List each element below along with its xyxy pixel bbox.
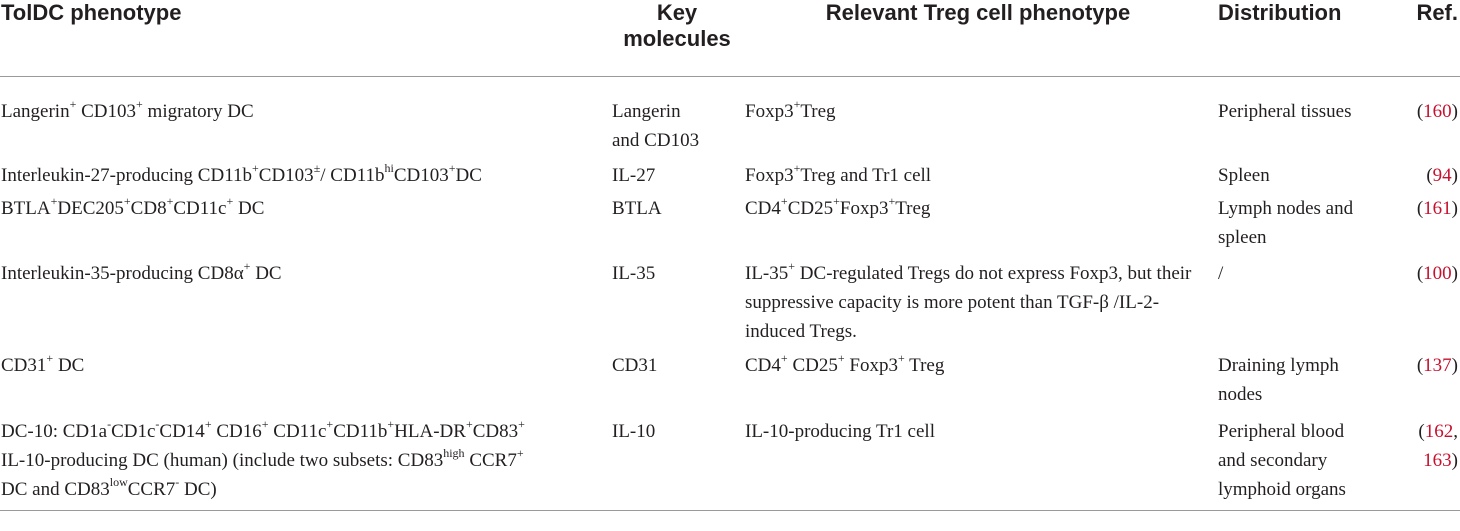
- cell-ref: (100): [1416, 262, 1458, 284]
- table-header: TolDC phenotype Key molecules Relevant Tr…: [0, 0, 1460, 77]
- cell-phenotype: Interleukin-27-producing CD11b+CD103±/ C…: [1, 161, 482, 186]
- cell-ref: (94): [1426, 164, 1458, 186]
- toldc-table: TolDC phenotype Key molecules Relevant Tr…: [0, 0, 1460, 511]
- ref-link[interactable]: 100: [1423, 262, 1452, 284]
- table-row: BTLA+DEC205+CD8+CD11c+ DC BTLA CD4+CD25+…: [0, 192, 1460, 257]
- table-row: Langerin+ CD103+ migratory DC Langerin an…: [0, 76, 1460, 155]
- ref-link[interactable]: 137: [1423, 354, 1452, 376]
- ref-link[interactable]: 161: [1423, 197, 1452, 219]
- table-row: DC-10: CD1a-CD1c-CD14+ CD16+ CD11c+CD11b…: [0, 416, 1460, 511]
- cell-distribution: Draining lymph nodes: [1218, 354, 1339, 405]
- cell-phenotype: Langerin+ CD103+ migratory DC: [1, 97, 254, 122]
- ref-link[interactable]: 94: [1432, 164, 1452, 186]
- cell-distribution: Spleen: [1218, 164, 1270, 186]
- ref-link[interactable]: 163: [1423, 449, 1452, 471]
- cell-distribution: /: [1218, 262, 1224, 284]
- cell-molecules: Langerin and CD103: [612, 100, 700, 151]
- cell-distribution: Peripheral tissues: [1218, 100, 1352, 122]
- cell-treg: Foxp3+Treg: [745, 97, 836, 122]
- ref-link[interactable]: 162: [1424, 420, 1454, 442]
- ref-link[interactable]: 160: [1423, 100, 1452, 122]
- cell-molecules: BTLA: [612, 197, 662, 219]
- cell-distribution: Lymph nodes and spleen: [1218, 197, 1354, 248]
- cell-treg: CD4+CD25+Foxp3+Treg: [745, 194, 931, 219]
- table-row: Interleukin-27-producing CD11b+CD103±/ C…: [0, 155, 1460, 192]
- header-distribution: Distribution: [1214, 0, 1402, 77]
- cell-phenotype: BTLA+DEC205+CD8+CD11c+ DC: [1, 194, 265, 219]
- cell-ref: (161): [1416, 197, 1458, 219]
- header-treg-phenotype: Relevant Treg cell phenotype: [742, 0, 1214, 77]
- cell-phenotype: Interleukin-35-producing CD8α+ DC: [1, 259, 282, 284]
- cell-ref: (160): [1416, 100, 1458, 122]
- cell-treg: IL-10-producing Tr1 cell: [742, 416, 1214, 511]
- cell-distribution: Peripheral blood and secondary lymphoid or…: [1214, 416, 1402, 511]
- cell-phenotype: CD31+ DC: [1, 351, 85, 376]
- header-key-molecules: Key molecules: [612, 0, 742, 77]
- cell-molecules: IL-27: [612, 164, 656, 186]
- cell-molecules: IL-35: [612, 262, 656, 284]
- cell-ref: (162, 163): [1402, 416, 1460, 511]
- cell-ref: (137): [1416, 354, 1458, 376]
- table-row: Interleukin-35-producing CD8α+ DC IL-35 …: [0, 257, 1460, 351]
- cell-molecules: CD31: [612, 354, 658, 376]
- cell-treg: CD4+ CD25+ Foxp3+ Treg: [745, 351, 945, 376]
- table-row: CD31+ DC CD31 CD4+ CD25+ Foxp3+ Treg Dra…: [0, 351, 1460, 417]
- header-toldc-phenotype: TolDC phenotype: [0, 0, 612, 77]
- cell-treg: Foxp3+Treg and Tr1 cell: [745, 161, 932, 186]
- header-ref: Ref.: [1402, 0, 1460, 77]
- cell-phenotype: DC-10: CD1a-CD1c-CD14+ CD16+ CD11c+CD11b…: [0, 416, 612, 511]
- cell-treg: IL-35+ DC-regulated Tregs do not express…: [745, 259, 1192, 342]
- cell-molecules: IL-10: [612, 416, 742, 511]
